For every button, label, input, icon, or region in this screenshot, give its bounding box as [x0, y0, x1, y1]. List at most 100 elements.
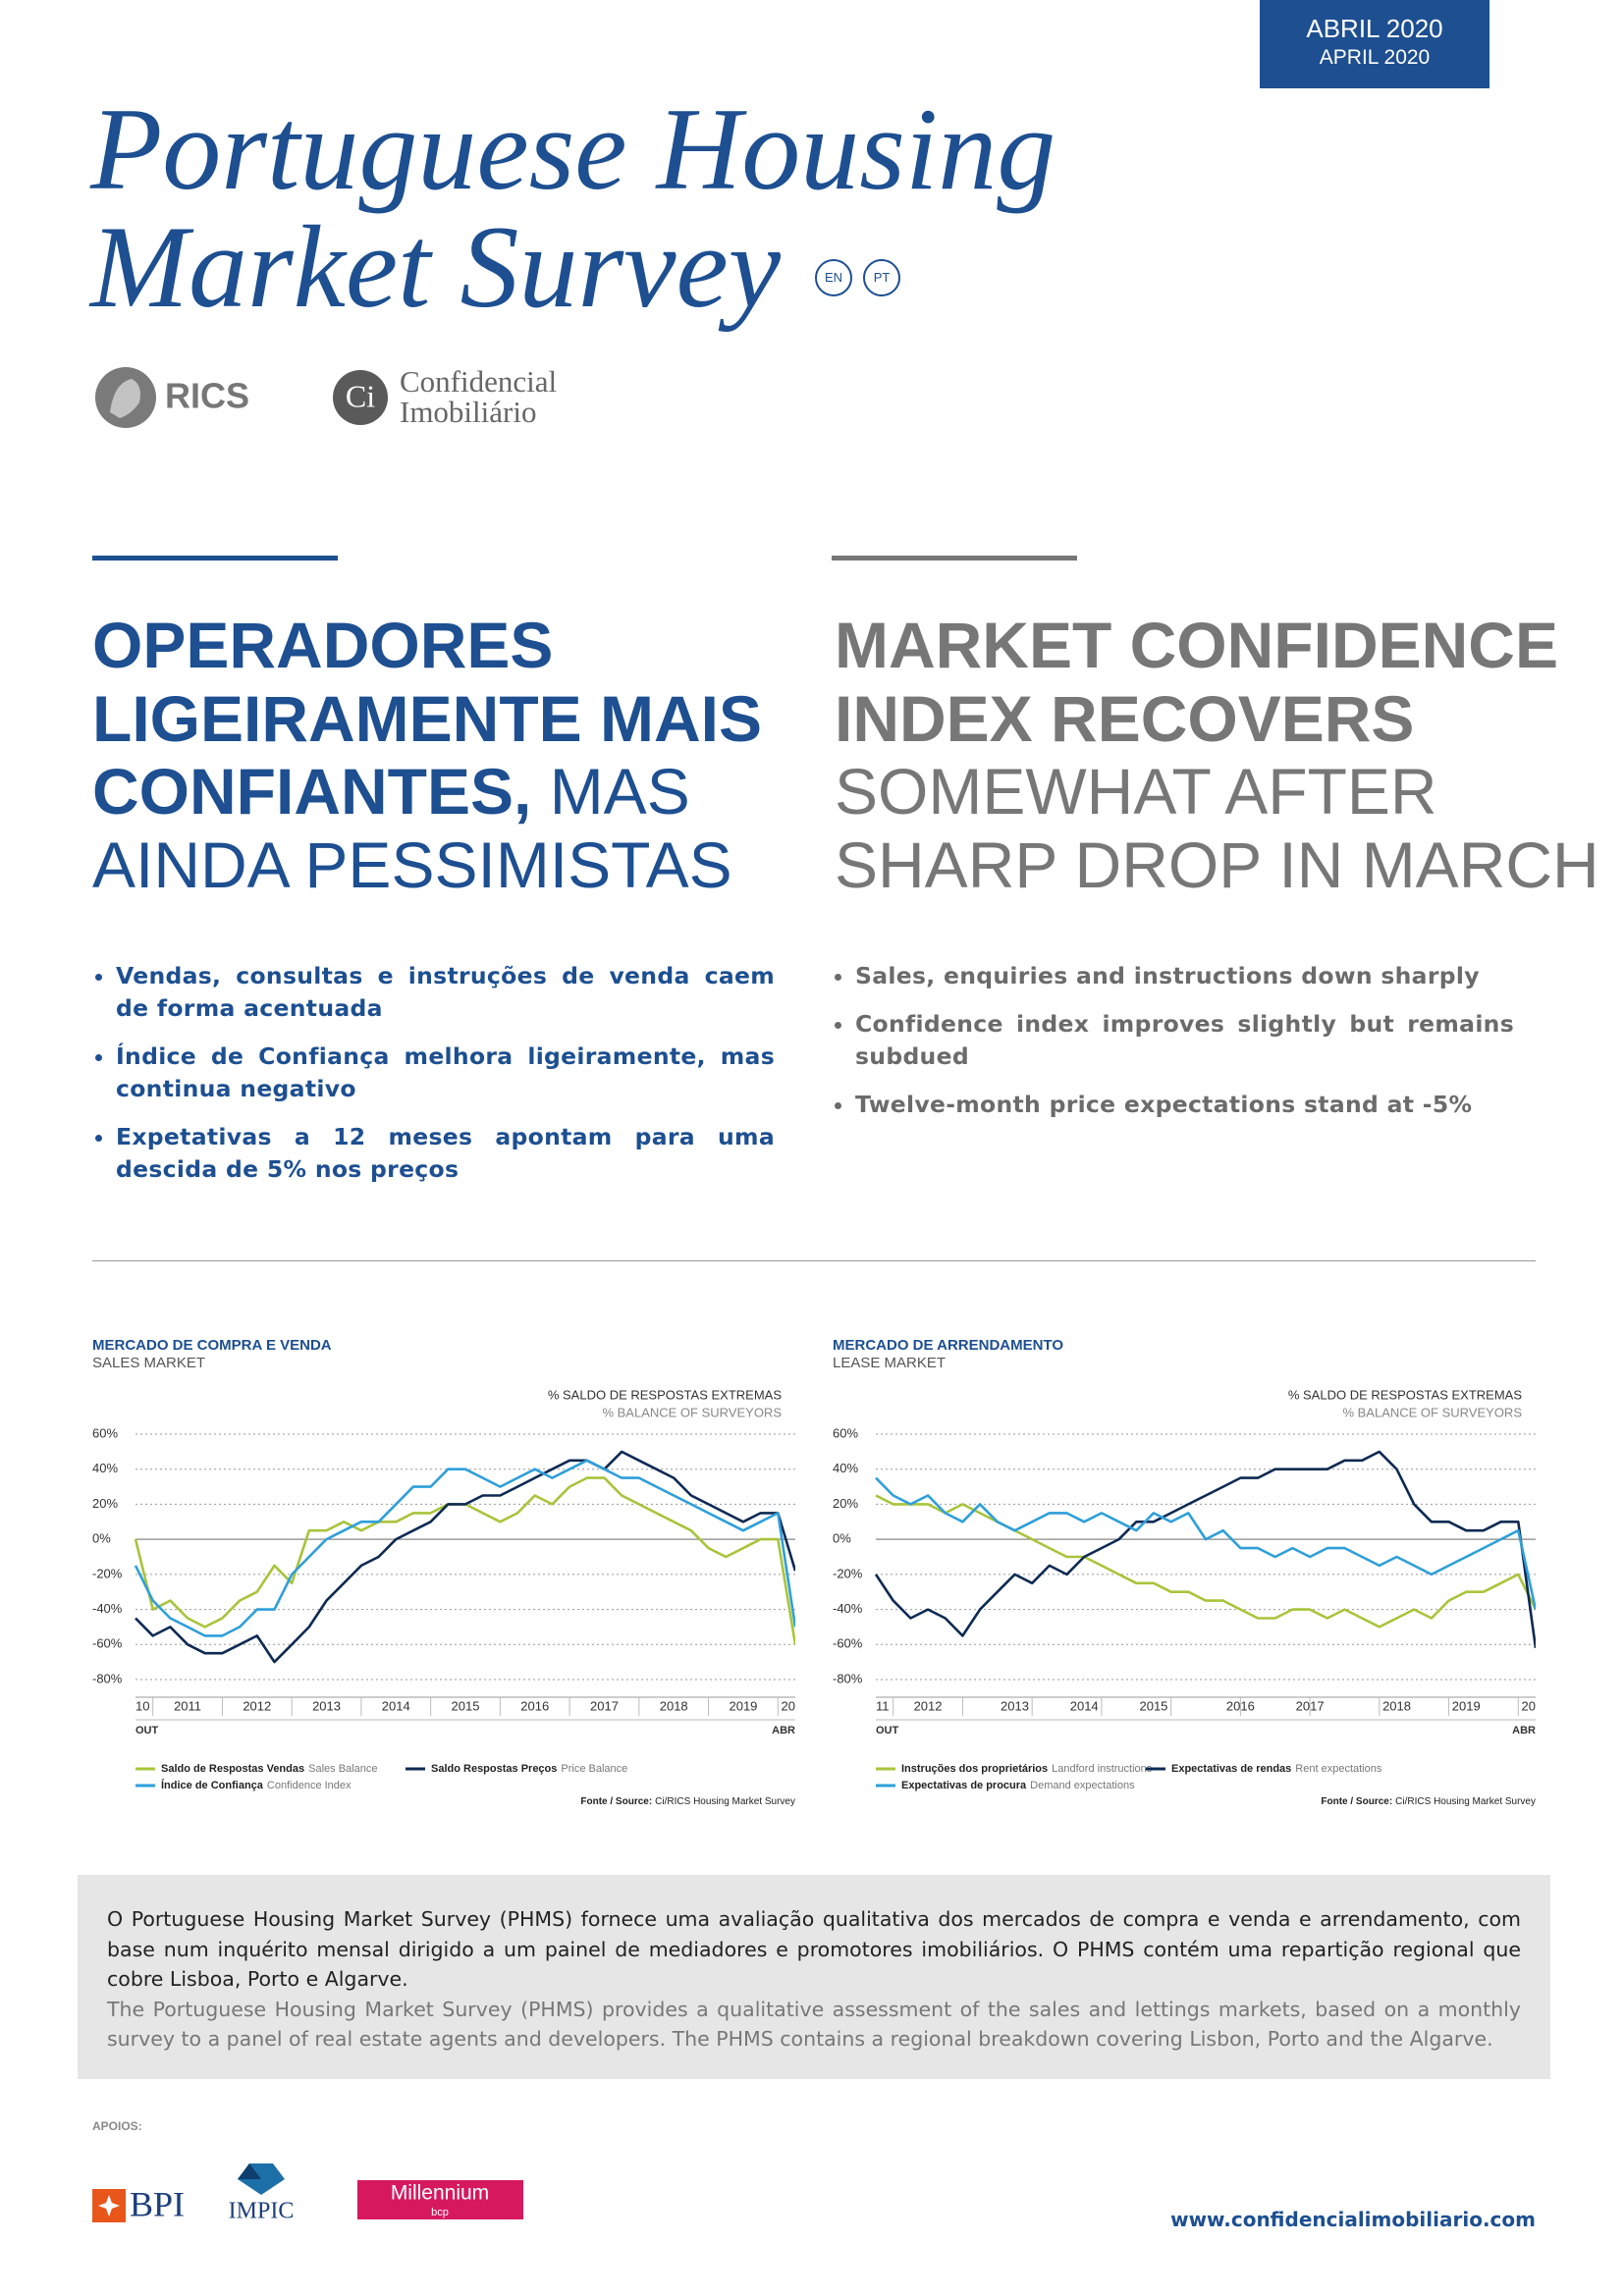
impic-mark — [238, 2163, 261, 2179]
x-sublabel: OUT — [135, 1725, 159, 1736]
millennium-sub: bcp — [431, 2207, 449, 2218]
chart-title: MERCADO DE ARRENDAMENTO — [833, 1337, 1063, 1354]
section-rule — [92, 556, 338, 561]
bullet-list: Sales, enquiries and instructions down s… — [832, 960, 1514, 1137]
y-tick-label: 20% — [833, 1496, 858, 1511]
legend-name-en: Rent expectations — [1295, 1763, 1382, 1775]
y-tick-label: -40% — [833, 1601, 863, 1616]
series-line — [875, 1476, 1536, 1610]
rics-lion — [110, 379, 140, 418]
x-tick-label: 2015 — [1139, 1698, 1167, 1713]
source-part: Ci/RICS Housing Market Survey — [1395, 1796, 1536, 1807]
rics-text: RICS — [165, 376, 249, 416]
x-tick-label: 2017 — [590, 1698, 619, 1713]
headline-light: AINDA PESSIMISTAS — [92, 828, 732, 901]
legend-name-en: Landford instructions — [1052, 1763, 1153, 1775]
y-axis-label: % SALDO DE RESPOSTAS EXTREMAS — [1288, 1387, 1522, 1402]
bpi-star — [98, 2195, 120, 2216]
millennium-mark — [357, 2180, 523, 2219]
y-tick-label: 40% — [92, 1461, 118, 1475]
source: Fonte / Source: Ci/RICS Housing Market Su… — [1321, 1796, 1536, 1807]
headline: MARKET CONFIDENCE INDEX RECOVERS SOMEWHA… — [835, 609, 1599, 901]
y-tick-label: 20% — [92, 1496, 118, 1511]
supporters-label: APOIOS: — [92, 2119, 142, 2133]
y-tick-label: -80% — [92, 1671, 123, 1685]
source-part: Ci/RICS Housing Market Survey — [655, 1796, 795, 1807]
y-tick-label: 0% — [833, 1531, 851, 1546]
supporter-logos: BPI IMPIC Millennium bcp — [92, 2163, 523, 2224]
x-tick-label: 2017 — [1296, 1698, 1325, 1713]
y-tick-label: -60% — [92, 1636, 123, 1651]
x-sublabel: ABR — [772, 1725, 795, 1736]
chart-title: MERCADO DE COMPRA E VENDA — [92, 1337, 332, 1354]
legend-entry: Instruções dos proprietários Landford ins… — [901, 1763, 1153, 1775]
about-pt: O Portuguese Housing Market Survey (PHMS… — [107, 1907, 1521, 1991]
y-tick-label: 60% — [833, 1425, 858, 1440]
x-tick-label: 20 — [1522, 1698, 1536, 1713]
legend-name-en: Sales Balance — [308, 1763, 377, 1775]
legend-name: Instruções dos proprietários — [901, 1763, 1048, 1775]
impic-text: IMPIC — [229, 2199, 295, 2224]
legend-entry: Saldo de Respostas Vendas Sales Balance — [161, 1763, 377, 1775]
y-axis-label: % SALDO DE RESPOSTAS EXTREMAS — [548, 1387, 782, 1402]
headline-bold: MARKET CONFIDENCE — [835, 609, 1558, 681]
x-sublabel: OUT — [876, 1725, 899, 1736]
badge-en: APRIL 2020 — [1319, 46, 1431, 69]
bullet: Índice de Confiança melhora ligeiramente… — [116, 1041, 775, 1105]
chart-subtitle: LEASE MARKET — [833, 1355, 946, 1371]
headline-light: MAS — [549, 755, 690, 828]
partner-logos: RICS Ci Confidencial Imobiliário — [95, 364, 557, 429]
bullet: Confidence index improves slightly but r… — [855, 1008, 1514, 1073]
title-line: Market Survey — [90, 201, 782, 332]
x-tick-label: 2011 — [174, 1698, 201, 1713]
x-tick-label: 2012 — [914, 1698, 943, 1713]
ci-name: Imobiliário — [400, 395, 536, 429]
bullet: Vendas, consultas e instruções de venda … — [116, 960, 775, 1025]
title-line: Portuguese Housing — [90, 83, 1056, 214]
series-line — [134, 1459, 795, 1637]
legend-name-en: Confidence Index — [267, 1780, 352, 1791]
series-line — [875, 1494, 1536, 1629]
about-box: O Portuguese Housing Market Survey (PHMS… — [78, 1875, 1550, 2079]
legend-entry: Expectativas de procura Demand expectatio… — [901, 1780, 1135, 1791]
date-badge: ABRIL 2020 APRIL 2020 — [1260, 0, 1489, 88]
language-button[interactable]: PT — [863, 259, 900, 296]
legend-name: Expectativas de rendas — [1171, 1763, 1291, 1775]
about-en: The Portuguese Housing Market Survey (PH… — [107, 1997, 1521, 2052]
bullet: Twelve-month price expectations stand at… — [855, 1089, 1514, 1121]
y-tick-label: 40% — [833, 1461, 858, 1475]
legend-entry: Índice de Confiança Confidence Index — [161, 1779, 352, 1791]
x-tick-label: 10 — [135, 1698, 149, 1713]
bullet-list: Vendas, consultas e instruções de venda … — [92, 960, 775, 1201]
ci-emblem — [333, 370, 388, 425]
y-tick-label: -20% — [92, 1566, 123, 1580]
headline-bold: LIGEIRAMENTE MAIS — [92, 681, 763, 755]
section-rule — [832, 556, 1077, 561]
source-part: Fonte / Source: — [1321, 1796, 1392, 1807]
legend-name: Expectativas de procura — [901, 1780, 1027, 1791]
x-tick-label: 2018 — [660, 1698, 688, 1713]
x-tick-label: 2012 — [243, 1698, 271, 1713]
legend-name-en: Price Balance — [561, 1763, 627, 1775]
bpi-text: BPI — [130, 2184, 185, 2223]
website-link[interactable]: www.confidencialimobiliario.com — [1170, 2208, 1536, 2231]
x-tick-label: 2013 — [1001, 1698, 1029, 1713]
headline-bold: OPERADORES — [92, 609, 554, 681]
headline-bold: INDEX RECOVERS — [835, 681, 1415, 755]
legend-name: Saldo Respostas Preços — [431, 1763, 557, 1775]
x-tick-label: 2014 — [1070, 1698, 1099, 1713]
y-axis-label: % BALANCE OF SURVEYORS — [1342, 1405, 1522, 1419]
x-tick-label: 2014 — [382, 1698, 410, 1713]
x-tick-label: 2015 — [452, 1698, 480, 1713]
x-tick-label: 20 — [782, 1698, 795, 1713]
series-line — [135, 1450, 795, 1664]
x-tick-label: 2016 — [520, 1698, 549, 1713]
badge-pt: ABRIL 2020 — [1306, 14, 1443, 43]
x-tick-label: 2016 — [1226, 1698, 1255, 1713]
language-button[interactable]: EN — [815, 259, 852, 296]
chart-subtitle: SALES MARKET — [92, 1355, 205, 1371]
legend-name: Índice de Confiança — [161, 1779, 264, 1791]
